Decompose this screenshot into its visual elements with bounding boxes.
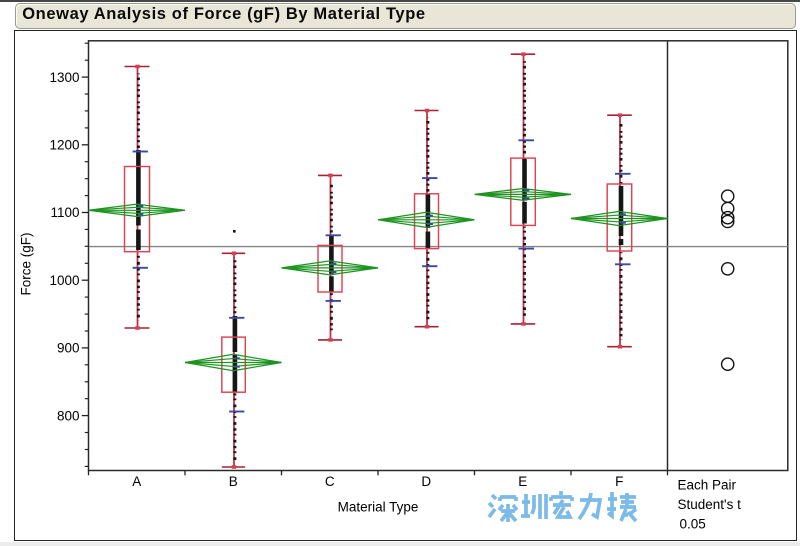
svg-text:900: 900 <box>57 341 80 356</box>
svg-text:800: 800 <box>57 408 80 423</box>
svg-text:0.05: 0.05 <box>680 516 706 531</box>
svg-text:Force (gF): Force (gF) <box>19 232 34 295</box>
svg-text:Student's t: Student's t <box>678 497 742 512</box>
svg-text:E: E <box>518 474 527 489</box>
svg-text:1100: 1100 <box>50 205 79 220</box>
svg-text:1200: 1200 <box>49 138 79 153</box>
svg-text:F: F <box>615 474 623 489</box>
svg-text:C: C <box>325 474 335 489</box>
svg-text:A: A <box>132 474 141 489</box>
svg-text:D: D <box>421 474 431 489</box>
svg-text:1000: 1000 <box>49 273 79 288</box>
svg-text:B: B <box>229 474 238 489</box>
svg-text:Each Pair: Each Pair <box>678 477 737 492</box>
svg-text:1300: 1300 <box>49 70 79 85</box>
svg-text:Material Type: Material Type <box>338 500 419 515</box>
